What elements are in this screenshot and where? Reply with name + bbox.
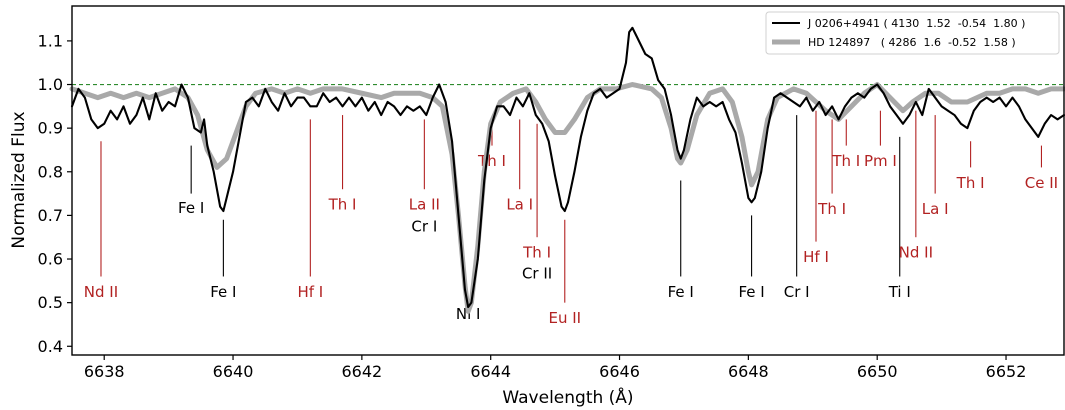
line-label: Th I xyxy=(522,244,551,262)
line-label: La I xyxy=(506,196,533,214)
line-label: La I xyxy=(922,200,949,218)
x-tick-label: 6644 xyxy=(470,362,511,381)
y-tick-label: 0.8 xyxy=(38,162,63,181)
line-label: Cr I xyxy=(411,218,437,236)
line-label: Fe I xyxy=(668,283,694,301)
line-label: Th I xyxy=(477,152,506,170)
line-label: Th I xyxy=(831,152,860,170)
x-tick-label: 6652 xyxy=(986,362,1027,381)
line-label: Cr II xyxy=(522,265,552,283)
series-group xyxy=(69,26,1065,314)
line-label: La II xyxy=(409,196,440,214)
legend: J 0206+4941 ( 4130 1.52 -0.54 1.80 ) HD … xyxy=(765,11,1060,55)
y-axis: 0.4 0.5 0.6 0.7 0.8 0.9 1.0 1.1 xyxy=(38,31,72,356)
x-tick-label: 6638 xyxy=(84,362,125,381)
line-label: Cr I xyxy=(784,283,810,301)
x-axis-label: Wavelength (Å) xyxy=(502,386,633,408)
y-tick-label: 0.6 xyxy=(38,250,63,269)
line-label: Fe I xyxy=(178,199,204,217)
y-tick-label: 0.4 xyxy=(38,337,63,356)
line-label: Nd II xyxy=(899,244,933,262)
legend-box xyxy=(765,11,1060,55)
y-tick-label: 1.1 xyxy=(38,31,63,50)
x-tick-label: 6646 xyxy=(599,362,640,381)
plot-frame xyxy=(71,5,1065,356)
y-tick-label: 0.7 xyxy=(38,206,63,225)
line-label: Hf I xyxy=(297,283,323,301)
y-tick-label: 1.0 xyxy=(38,75,63,94)
y-tick-label: 0.9 xyxy=(38,119,63,138)
line-label: Ti I xyxy=(888,283,911,301)
x-axis: 6638 6640 6642 6644 6646 6648 6650 6652 xyxy=(84,355,1027,381)
y-axis-label: Normalized Flux xyxy=(9,111,29,248)
x-tick-label: 6650 xyxy=(857,362,898,381)
series-line-j0206 xyxy=(70,26,1065,309)
line-label: Hf I xyxy=(803,248,829,266)
x-tick-label: 6648 xyxy=(728,362,769,381)
legend-label-series-1: J 0206+4941 ( 4130 1.52 -0.54 1.80 ) xyxy=(807,17,1025,30)
line-label: Fe I xyxy=(210,283,236,301)
plot-background xyxy=(72,6,1064,355)
line-label: Fe I xyxy=(738,283,764,301)
line-label: Nd II xyxy=(84,283,118,301)
line-label: Pm I xyxy=(864,152,897,170)
x-tick-label: 6642 xyxy=(342,362,383,381)
line-label: Ce II xyxy=(1025,174,1058,192)
y-tick-label: 0.5 xyxy=(38,293,63,312)
x-tick-label: 6640 xyxy=(213,362,254,381)
line-label: Th I xyxy=(817,200,846,218)
line-label: Eu II xyxy=(548,309,581,327)
legend-label-series-2: HD 124897 ( 4286 1.6 -0.52 1.58 ) xyxy=(808,36,1016,49)
line-label: Th I xyxy=(956,174,985,192)
line-label: Th I xyxy=(328,196,357,214)
